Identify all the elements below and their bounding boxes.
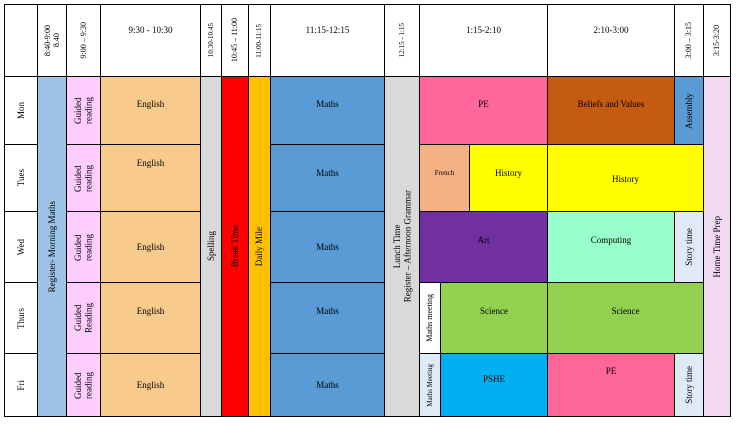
tue-history-1: History — [469, 144, 548, 212]
header-corner — [4, 4, 38, 77]
guided-fri-line2: reading — [83, 371, 94, 399]
day-tues: Tues — [4, 144, 38, 212]
english-fri: English — [100, 353, 201, 417]
guided-mon-line1: Guided — [73, 97, 84, 124]
lunch-time: Lunch Time Register – Afternoon Grammar — [384, 76, 420, 417]
fri-pe: PE — [547, 353, 675, 417]
header-time-1030: 10:30-10:45 — [200, 4, 222, 77]
thu-science-2: Science — [547, 282, 704, 354]
guided-reading-tues: Guided reading — [66, 144, 101, 212]
maths-wed: Maths — [270, 211, 385, 283]
register-morning-maths: Register- Morning Maths — [37, 76, 67, 417]
mon-beliefs-and-values: Beliefs and Values — [547, 76, 675, 145]
header-time-0840-line1: 8:40-9:00 — [42, 24, 52, 57]
header-time-1215: 12:15 - 1:15 — [384, 4, 420, 77]
fri-maths-meeting: Maths Meeting — [419, 353, 441, 417]
header-time-0840-line2: 8.40 — [52, 33, 61, 48]
tue-history-2: History — [547, 144, 704, 212]
guided-mon-line2: reading — [83, 97, 94, 124]
maths-tues: Maths — [270, 144, 385, 212]
day-thurs: Thurs — [4, 282, 38, 354]
header-time-1045: 10:45 – 11:00 — [221, 4, 249, 77]
wed-art: Art — [419, 211, 548, 283]
guided-wed-line1: Guided — [73, 233, 84, 261]
guided-reading-fri: Guided reading — [66, 353, 101, 417]
english-wed: English — [100, 211, 201, 283]
header-time-0840: 8:40-9:00 8.40 — [37, 4, 67, 77]
guided-tues-line2: reading — [83, 164, 94, 192]
maths-mon: Maths — [270, 76, 385, 145]
break-time: Break Time — [221, 76, 249, 417]
header-time-1115: 11:15-12:15 — [270, 4, 385, 77]
header-time-0115: 1:15-2:10 — [419, 4, 548, 77]
header-time-0930: 9:30 - 10:30 — [100, 4, 201, 77]
english-tues: English — [100, 144, 201, 212]
home-time-prep: Home Time Prep — [703, 76, 731, 417]
wed-story-time: Story time — [674, 211, 704, 283]
guided-thurs-line2: Reading — [83, 303, 94, 333]
header-time-0210: 2:10-3:00 — [547, 4, 675, 77]
thu-maths-meeting: Maths meeting — [419, 282, 441, 354]
daily-mile: Daily Mile — [248, 76, 271, 417]
mon-pe: PE — [419, 76, 548, 145]
guided-fri-line1: Guided — [73, 371, 84, 399]
guided-reading-mon: Guided reading — [66, 76, 101, 145]
lunch-line1: Lunch Time — [391, 224, 402, 269]
guided-tues-line1: Guided — [73, 164, 84, 192]
maths-thurs: Maths — [270, 282, 385, 354]
guided-reading-thurs: Guided Reading — [66, 282, 101, 354]
thu-science-1: Science — [440, 282, 548, 354]
day-wed: Wed — [4, 211, 38, 283]
header-time-0315: 3:15-3:20 — [703, 4, 731, 77]
day-fri: Fri — [4, 353, 38, 417]
wed-computing: Computing — [547, 211, 675, 283]
spelling: Spelling — [200, 76, 222, 417]
guided-thurs-line1: Guided — [73, 304, 84, 332]
fri-story-time: Story time — [674, 353, 704, 417]
header-time-1100: 11:00-11:15 — [248, 4, 271, 77]
day-mon: Mon — [4, 76, 38, 145]
header-time-0300: 3:00 – 3:15 — [674, 4, 704, 77]
guided-wed-line2: reading — [83, 233, 94, 261]
tue-french: French — [419, 144, 470, 212]
english-mon: English — [100, 76, 201, 145]
guided-reading-wed: Guided reading — [66, 211, 101, 283]
english-thurs: English — [100, 282, 201, 354]
lunch-line2: Register – Afternoon Grammar — [402, 190, 412, 303]
fri-pshe: PSHE — [440, 353, 548, 417]
maths-fri: Maths — [270, 353, 385, 417]
header-time-0900: 9:00 – 9:30 — [66, 4, 101, 77]
mon-assembly: Assembly — [674, 76, 704, 145]
